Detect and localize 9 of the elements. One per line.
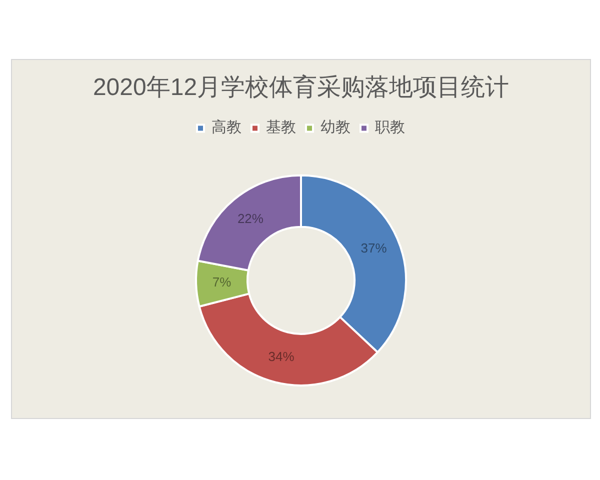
data-label: 37%	[360, 240, 388, 256]
legend-label: 幼教	[320, 119, 350, 136]
data-label: 7%	[212, 274, 232, 290]
legend-label: 基教	[266, 119, 296, 136]
data-label: 22%	[237, 210, 264, 226]
chart-title: 2020年12月学校体育采购落地项目统计	[92, 74, 510, 102]
legend-label: 高教	[212, 119, 242, 136]
legend-label: 职教	[375, 120, 405, 136]
data-label: 34%	[268, 348, 295, 364]
